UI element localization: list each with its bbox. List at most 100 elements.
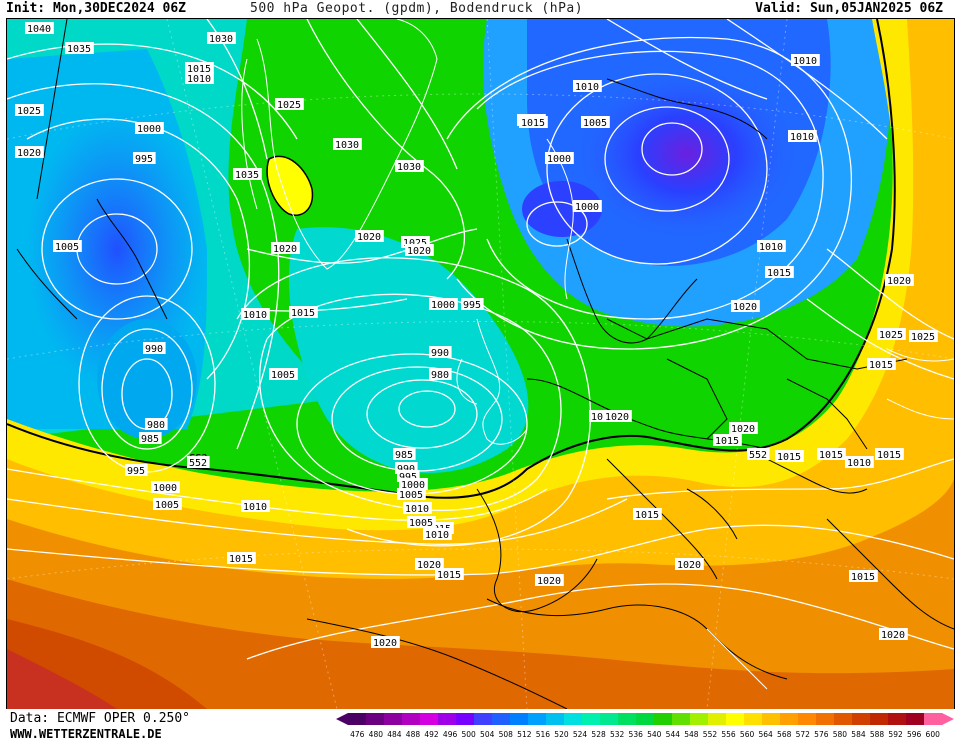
height-field-mid-atlantic (288, 227, 529, 473)
pressure-label-bg (185, 62, 214, 74)
pressure-label: 1005 (399, 490, 423, 501)
low-norway-shading (577, 69, 797, 239)
pressure-label-bg (875, 448, 904, 460)
pressure-label-bg (423, 528, 452, 540)
pressure-label-bg (675, 558, 704, 570)
colorbar-swatch (924, 713, 943, 725)
pressure-label-bg (153, 498, 182, 510)
pressure-label-bg (271, 242, 300, 254)
website-link[interactable]: WWW.WETTERZENTRALE.DE (10, 727, 162, 741)
pressure-label: 1015 (437, 570, 461, 581)
pressure-label-bg (233, 168, 262, 180)
colorbar-swatch (528, 713, 547, 725)
pressure-label: 995 (399, 472, 417, 483)
pressure-label: 1020 (677, 560, 701, 571)
pressure-label: 1000 (153, 483, 177, 494)
pressure-label: 1015 (521, 118, 545, 129)
pressure-label-bg (461, 298, 484, 310)
pressure-label: 1025 (403, 238, 427, 249)
colorbar-tick-label: 564 (758, 730, 773, 739)
pressure-label: 1020 (733, 302, 757, 313)
pressure-label: 985 (395, 450, 413, 461)
pressure-label: 1010 (425, 530, 449, 541)
map-title: 500 hPa Geopot. (gpdm), Bodendruck (hPa) (250, 1, 584, 16)
pressure-label-bg (747, 448, 770, 460)
isobars (7, 19, 954, 660)
pressure-label-bg (535, 574, 564, 586)
pressure-label-bg (731, 300, 760, 312)
pressure-label-bg (125, 464, 148, 476)
pressure-label: 985 (141, 434, 159, 445)
pressure-label: 990 (397, 464, 415, 475)
height-field-orange-light (7, 19, 954, 709)
colorbar-swatch (852, 713, 871, 725)
graticule (7, 19, 954, 709)
pressure-label-bg (845, 456, 874, 468)
pressure-label: 1035 (235, 170, 259, 181)
colorbar-tick-label: 584 (851, 730, 866, 739)
pressure-label: 1015 (851, 572, 875, 583)
colorbar-tick-label: 548 (684, 730, 699, 739)
colorbar-tick-label: 556 (721, 730, 736, 739)
colorbar-ticks: 476 480 484 488 492 496 500 504 508 512 516 520 524 5… (350, 730, 940, 739)
colorbar-swatch (690, 713, 709, 725)
pressure-label: 1015 (715, 436, 739, 447)
pressure-label: 1035 (67, 44, 91, 55)
pressure-label: 1020 (17, 148, 41, 159)
pressure-label-bg (849, 570, 878, 582)
greenland-high (267, 156, 313, 216)
pressure-label-bg (241, 308, 270, 320)
weather-map[interactable]: 552 (6, 18, 955, 710)
pressure-label-bg (207, 32, 236, 44)
pressure-label: 1030 (335, 140, 359, 151)
colorbar-tick-label: 588 (870, 730, 885, 739)
valid-time: Valid: Sun,05JAN2025 06Z (755, 1, 943, 16)
init-time: Init: Mon,30DEC2024 06Z (6, 1, 187, 16)
colorbar-swatch (366, 713, 385, 725)
pressure-label: 1025 (17, 106, 41, 117)
low-norwegian-sea-shading (522, 181, 602, 237)
pressure-label: 1000 (401, 480, 425, 491)
colorbar: 476 480 484 488 492 496 500 504 508 512 516 520 524 5… (336, 713, 954, 739)
pressure-label: 1005 (271, 370, 295, 381)
pressure-label: 1005 (155, 500, 179, 511)
pressure-label-bg (289, 306, 318, 318)
pressure-label: 1020 (373, 638, 397, 649)
pressure-label-bg (415, 558, 444, 570)
header-bar: Init: Mon,30DEC2024 06Z 500 hPa Geopot. … (0, 0, 959, 18)
pressure-label-bg (817, 448, 846, 460)
pressure-label-bg (139, 432, 162, 444)
pressure-label: 980 (431, 370, 449, 381)
pressure-label: 1020 (407, 246, 431, 257)
pressure-label: 1015 (635, 510, 659, 521)
pressure-label-bg (879, 628, 908, 640)
colorbar-swatch (600, 713, 619, 725)
colorbar-tick-label: 508 (499, 730, 514, 739)
colorbar-swatch (816, 713, 835, 725)
pressure-label-bg (53, 240, 82, 252)
pressure-label: 990 (145, 344, 163, 355)
pressure-label: 1025 (911, 332, 935, 343)
pressure-label-bg (187, 456, 210, 468)
pressure-label-bg (407, 516, 436, 528)
colorbar-tick-label: 544 (666, 730, 681, 739)
colorbar-swatches (336, 713, 954, 725)
pressure-label: 1020 (417, 560, 441, 571)
pressure-label-bg (241, 500, 270, 512)
colorbar-swatch (672, 713, 691, 725)
colorbar-swatch (708, 713, 727, 725)
pressure-label-bg (909, 330, 938, 342)
colorbar-swatch (618, 713, 637, 725)
colorbar-tick-label: 536 (629, 730, 644, 739)
colorbar-swatch (762, 713, 781, 725)
colorbar-swatch (906, 713, 925, 725)
colorbar-tick-label: 596 (907, 730, 922, 739)
pressure-label-bg (185, 72, 214, 84)
pressure-label: 995 (463, 300, 481, 311)
colorbar-swatch (564, 713, 583, 725)
colorbar-swatch (780, 713, 799, 725)
pressure-label-bg (371, 636, 400, 648)
pressure-label-bg (403, 502, 432, 514)
pressure-label: 1010 (243, 310, 267, 321)
pressure-label-bg (143, 342, 166, 354)
